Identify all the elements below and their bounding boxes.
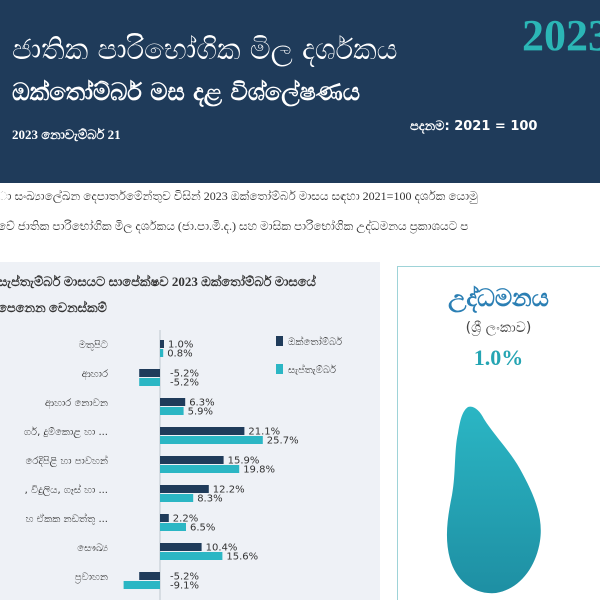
data-label: -5.2% <box>170 378 199 389</box>
data-label: -5.2% <box>170 572 199 583</box>
category-label: රෙදිපිළි හා පාවහන් <box>26 454 108 467</box>
legend-label: ඔක්තෝම්බර් <box>288 335 342 348</box>
release-date: 2023 නොවැම්බර් 21 <box>12 127 121 142</box>
data-label: 6.5% <box>190 523 215 534</box>
data-label: 19.8% <box>243 465 275 476</box>
bar-october <box>160 485 209 493</box>
bar-october <box>160 427 245 435</box>
category-label: , විදුලිය, ගෑස් හා ... <box>25 483 108 496</box>
data-label: 15.9% <box>228 456 260 467</box>
bar-september <box>139 378 160 386</box>
category-label: ර්ග, දුම්කොළ හා ... <box>24 426 108 438</box>
data-label: 25.7% <box>267 436 299 447</box>
bar-september <box>160 552 223 560</box>
header-banner: ජාතික පාරිභෝගික මිල දර්ශකය ඔක්තෝම්බර් මස… <box>0 0 600 183</box>
bar-october <box>160 543 202 551</box>
page-subtitle: ඔක්තෝම්බර් මස දළ විශ්ලේෂණය <box>12 78 360 106</box>
bar-october <box>160 514 169 522</box>
bar-september <box>160 523 186 531</box>
legend-swatch <box>276 364 283 374</box>
bar-october <box>160 456 224 464</box>
bar-september <box>160 349 164 357</box>
inflation-value: 1.0% <box>473 345 524 370</box>
legend-swatch <box>276 336 283 346</box>
bar-october <box>139 369 160 377</box>
data-label: 21.1% <box>248 427 280 438</box>
category-label: ප්‍රවාහන <box>75 572 108 583</box>
data-label: 12.2% <box>213 485 245 496</box>
data-label: 5.9% <box>188 407 213 418</box>
bar-september <box>123 581 160 589</box>
chart-title-line-2: පෙනෙන වෙනස්කම් <box>0 300 107 315</box>
bar-september <box>160 436 263 444</box>
year-label: 2023 <box>522 11 600 60</box>
bar-october <box>160 398 186 406</box>
data-label: 15.6% <box>226 552 258 563</box>
intro-line-2: වේ ජාතික පාරිභෝගික මිල දර්ශකය (ජා.පා.මි.… <box>0 219 469 233</box>
data-label: -9.1% <box>170 581 199 592</box>
data-label: 0.8% <box>167 349 192 360</box>
bar-september <box>160 494 194 502</box>
page-title: ජාතික පාරිභෝගික මිල දර්ශකය <box>12 32 398 66</box>
data-label: -5.2% <box>170 369 199 380</box>
chart-title-line-1: සැප්තැම්බර් මාසයට සාපේක්ෂව 2023 ඔක්තෝම්බ… <box>0 274 316 289</box>
data-label: 10.4% <box>206 543 238 554</box>
legend-label: සැප්තැම්බර් <box>288 363 336 376</box>
bar-october <box>160 340 164 348</box>
inflation-subtitle: (ශ්‍රී ලංකාව) <box>465 320 532 336</box>
bar-october <box>139 572 160 580</box>
data-label: 6.3% <box>189 398 214 409</box>
base-year: පදනම: 2021 = 100 <box>410 119 538 134</box>
category-label: ආහාර <box>82 368 108 380</box>
category-label: ආහාර නොවන <box>45 397 108 409</box>
category-label: හ ඒකක නඩත්තු ... <box>26 512 108 525</box>
intro-line-1: ා සංඛ්‍යාලේඛන දෙපාර්තමේන්තුව විසින් 2023… <box>0 189 478 203</box>
bar-chart: මතුපිට 1.0%0.8%ආහාර -5.2%-5.2%ආහාර නොවන 6.3… <box>24 330 342 600</box>
category-label: සෞඛ්‍ය <box>77 543 108 554</box>
data-label: 8.3% <box>197 494 222 505</box>
data-label: 2.2% <box>173 514 198 525</box>
bar-september <box>160 407 184 415</box>
bar-september <box>160 465 240 473</box>
category-label: මතුපිට <box>79 340 108 351</box>
data-label: 1.0% <box>168 340 193 351</box>
sri-lanka-map-icon <box>446 406 541 594</box>
inflation-title: උද්ධමනය <box>448 284 549 312</box>
